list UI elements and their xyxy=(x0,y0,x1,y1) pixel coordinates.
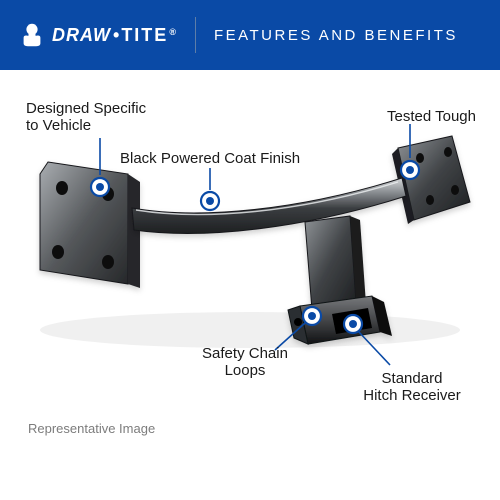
brand-logo: DRAW • TITE ® xyxy=(18,21,177,49)
callout-chain: Safety ChainLoops xyxy=(190,345,300,380)
header: DRAW • TITE ® FEATURES AND BENEFITS xyxy=(0,0,500,70)
callout-designed: Designed Specificto Vehicle xyxy=(26,100,146,135)
header-title: FEATURES AND BENEFITS xyxy=(214,27,458,44)
callout-receiver: StandardHitch Receiver xyxy=(352,370,472,405)
diagram-stage: Designed Specificto Vehicle Black Powere… xyxy=(0,70,500,458)
footer-note: Representative Image xyxy=(28,421,155,436)
brand-text: DRAW • TITE ® xyxy=(52,25,177,46)
callout-coat: Black Powered Coat Finish xyxy=(120,150,300,167)
header-divider xyxy=(195,17,196,53)
hitch-ball-icon xyxy=(18,21,46,49)
callout-tested: Tested Tough xyxy=(356,108,476,125)
